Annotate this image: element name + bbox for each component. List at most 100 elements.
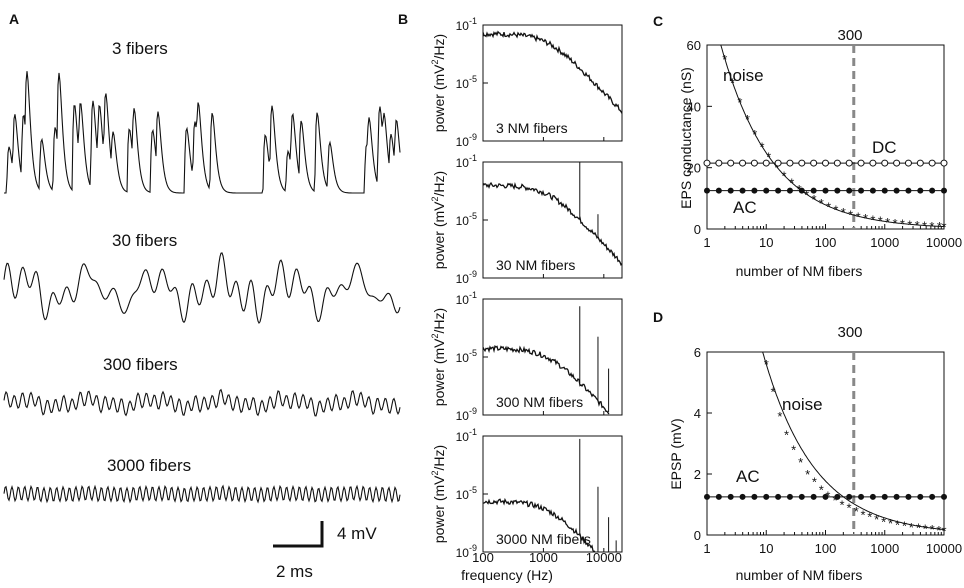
marker-filled-circle	[727, 493, 734, 500]
marker-asterisk: *	[777, 409, 782, 424]
marker-asterisk: *	[907, 217, 912, 232]
trace-label-300-fibers: 300 fibers	[103, 355, 178, 374]
marker-asterisk: *	[902, 519, 907, 534]
marker-open-circle	[750, 159, 758, 167]
spectrum-ytick-label: 10-1	[456, 16, 477, 33]
spectrum-ytick-label: 10-5	[456, 485, 477, 502]
spectra-group: 10-1 10-5 10-9 power (mV2/Hz) 3 NM fibers 10-…	[430, 16, 623, 565]
spectrum-plot: 10-1 10-5 10-9 power (mV2/Hz) 300 NM fibers	[430, 290, 623, 423]
xtick-label: 10000	[926, 541, 962, 556]
marker-open-circle	[857, 159, 865, 167]
marker-open-circle	[904, 159, 912, 167]
marker-filled-circle	[905, 493, 912, 500]
xtick-label: 100	[815, 235, 837, 250]
marker-asterisk: *	[881, 514, 886, 529]
panel-c-dc-label: DC	[872, 138, 897, 157]
ytick-label: 0	[694, 528, 701, 543]
marker-asterisk: *	[861, 507, 866, 522]
marker-filled-circle	[786, 187, 793, 194]
xtick-label: 10	[759, 235, 773, 250]
marker-asterisk: *	[752, 127, 757, 142]
marker-asterisk: *	[909, 520, 914, 535]
marker-asterisk: *	[812, 475, 817, 490]
xtick-label: 1	[703, 235, 710, 250]
ytick-label: 40	[687, 99, 701, 114]
marker-asterisk: *	[770, 385, 775, 400]
marker-asterisk: *	[848, 207, 853, 222]
marker-filled-circle	[917, 493, 924, 500]
marker-filled-circle	[881, 493, 888, 500]
panel-a: A 3 fibers 30 fibers 300 fibers 3000 fib…	[3, 11, 401, 581]
spectrum-label: 3000 NM fibers	[496, 531, 591, 547]
marker-open-circle	[845, 159, 853, 167]
marker-open-circle	[940, 159, 948, 167]
marker-filled-circle	[727, 187, 734, 194]
marker-filled-circle	[798, 187, 805, 194]
marker-open-circle	[762, 159, 770, 167]
marker-open-circle	[739, 159, 747, 167]
marker-filled-circle	[763, 187, 770, 194]
marker-asterisk: *	[915, 218, 920, 233]
marker-asterisk: *	[867, 510, 872, 525]
marker-asterisk: *	[937, 219, 942, 234]
spectrum-ylabel: power (mV2/Hz)	[430, 308, 447, 406]
trace-label-30-fibers: 30 fibers	[112, 231, 177, 250]
panel-d-noise-label: noise	[782, 395, 823, 414]
marker-asterisk: *	[885, 215, 890, 230]
scale-bar-time-label: 2 ms	[276, 562, 313, 581]
spectrum-xtick-label: 100	[472, 550, 494, 565]
marker-asterisk: *	[774, 160, 779, 175]
marker-open-circle	[810, 159, 818, 167]
spectrum-ytick-label: 10-9	[456, 269, 477, 286]
marker-filled-circle	[739, 187, 746, 194]
marker-filled-circle	[893, 187, 900, 194]
marker-filled-circle	[810, 187, 817, 194]
marker-filled-circle	[869, 493, 876, 500]
marker-filled-circle	[869, 187, 876, 194]
xtick-label: 100	[815, 541, 837, 556]
xtick-label: 1000	[870, 541, 899, 556]
marker-asterisk: *	[839, 498, 844, 513]
trace-300-fibers	[3, 388, 401, 417]
marker-asterisk: *	[789, 176, 794, 191]
marker-filled-circle	[834, 187, 841, 194]
marker-filled-circle	[941, 493, 947, 500]
marker-filled-circle	[881, 187, 888, 194]
marker-asterisk: *	[916, 521, 921, 536]
marker-asterisk: *	[819, 196, 824, 211]
spectrum-label: 30 NM fibers	[496, 257, 575, 273]
panel-c-xlabel: number of NM fibers	[736, 263, 863, 279]
marker-asterisk: *	[826, 199, 831, 214]
marker-filled-circle	[822, 187, 829, 194]
marker-asterisk: *	[766, 150, 771, 165]
marker-asterisk: *	[888, 516, 893, 531]
marker-filled-circle	[704, 493, 710, 500]
marker-asterisk: *	[805, 467, 810, 482]
plot-frame	[706, 351, 945, 536]
marker-filled-circle	[858, 493, 865, 500]
marker-open-circle	[798, 159, 806, 167]
marker-asterisk: *	[856, 209, 861, 224]
panel-c-letter: C	[653, 13, 663, 29]
panel-a-letter: A	[9, 11, 19, 27]
spectrum-ytick-label: 10-5	[456, 74, 477, 91]
marker-asterisk: *	[930, 522, 935, 537]
marker-asterisk: *	[804, 187, 809, 202]
spectrum-label: 3 NM fibers	[496, 120, 568, 136]
marker-asterisk: *	[784, 427, 789, 442]
marker-open-circle	[715, 159, 723, 167]
panel-b-letter: B	[398, 11, 408, 27]
marker-asterisk: *	[782, 168, 787, 183]
marker-asterisk: *	[878, 214, 883, 229]
panel-b-xlabel: frequency (Hz)	[461, 567, 553, 583]
marker-asterisk: *	[760, 140, 765, 155]
marker-filled-circle	[751, 187, 758, 194]
spectrum-ylabel: power (mV2/Hz)	[430, 445, 447, 543]
spectrum-plot: 10-1 10-5 10-9 power (mV2/Hz) 3000 NM fibers	[430, 427, 623, 560]
spectrum-ytick-label: 10-1	[456, 427, 477, 444]
trace-3-fibers	[4, 71, 401, 194]
marker-asterisk: *	[854, 504, 859, 519]
marker-filled-circle	[704, 187, 710, 194]
spectrum-ytick-label: 10-9	[456, 543, 477, 560]
